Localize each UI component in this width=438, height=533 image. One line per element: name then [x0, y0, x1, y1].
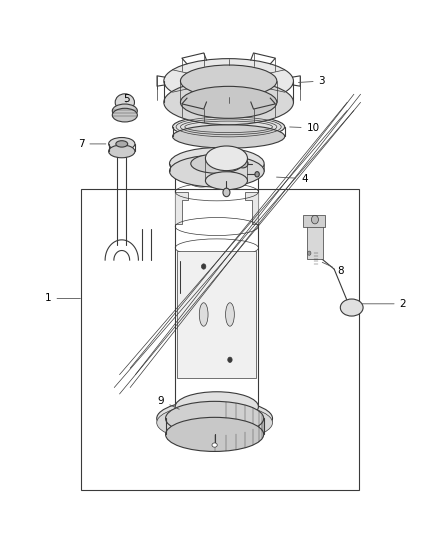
Ellipse shape	[180, 65, 277, 97]
Bar	[303, 215, 325, 227]
Ellipse shape	[173, 125, 285, 148]
Ellipse shape	[170, 155, 264, 187]
Ellipse shape	[116, 141, 128, 147]
Text: 3: 3	[298, 76, 325, 86]
PathPatch shape	[245, 192, 258, 224]
Ellipse shape	[112, 104, 138, 118]
Ellipse shape	[175, 153, 258, 183]
Bar	[81, 189, 359, 490]
Ellipse shape	[175, 392, 258, 422]
Ellipse shape	[205, 172, 247, 190]
Ellipse shape	[255, 172, 259, 177]
Ellipse shape	[215, 157, 249, 181]
Ellipse shape	[180, 86, 277, 118]
Text: 5: 5	[123, 94, 130, 103]
Ellipse shape	[223, 188, 230, 197]
Ellipse shape	[157, 404, 272, 441]
PathPatch shape	[175, 192, 188, 224]
Ellipse shape	[173, 115, 285, 139]
Ellipse shape	[185, 157, 218, 181]
Ellipse shape	[170, 148, 264, 180]
Ellipse shape	[157, 400, 272, 437]
Ellipse shape	[215, 164, 249, 187]
Bar	[307, 224, 323, 259]
Ellipse shape	[307, 251, 311, 255]
Ellipse shape	[226, 303, 234, 326]
Ellipse shape	[311, 215, 318, 224]
Ellipse shape	[109, 138, 135, 150]
Text: 7: 7	[78, 139, 106, 149]
Text: 9: 9	[158, 396, 179, 409]
Ellipse shape	[228, 357, 232, 362]
Ellipse shape	[185, 164, 218, 187]
Bar	[177, 251, 256, 378]
Ellipse shape	[205, 146, 247, 171]
Ellipse shape	[201, 264, 206, 269]
Ellipse shape	[340, 299, 363, 316]
Ellipse shape	[112, 108, 138, 122]
Text: 1: 1	[45, 294, 81, 303]
Ellipse shape	[166, 417, 264, 451]
Ellipse shape	[166, 401, 264, 435]
Text: 2: 2	[362, 299, 406, 309]
Ellipse shape	[164, 59, 293, 103]
Text: 4: 4	[276, 174, 308, 183]
Ellipse shape	[109, 145, 135, 158]
Text: 8: 8	[322, 262, 344, 276]
Ellipse shape	[237, 159, 248, 168]
Ellipse shape	[212, 443, 217, 447]
Ellipse shape	[199, 303, 208, 326]
Ellipse shape	[191, 154, 243, 173]
Ellipse shape	[115, 94, 134, 111]
Text: 10: 10	[290, 123, 320, 133]
Ellipse shape	[164, 80, 293, 125]
